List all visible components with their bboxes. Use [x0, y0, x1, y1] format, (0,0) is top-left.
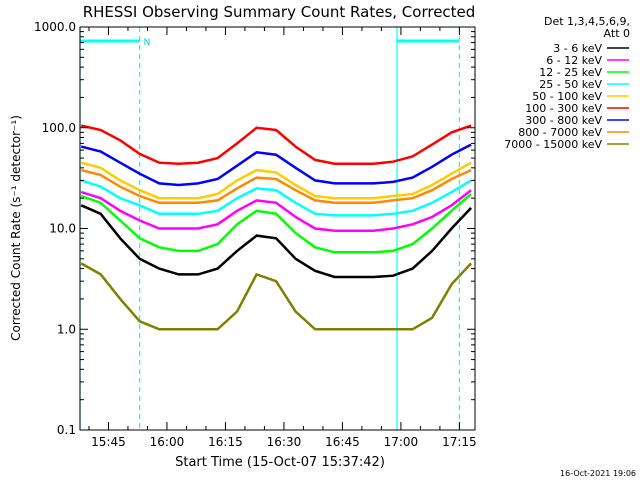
series-line [80, 189, 472, 232]
series-line [80, 204, 473, 279]
y-tick-label: 10.0 [49, 222, 76, 236]
series-line [80, 168, 472, 205]
legend-label: 12 - 25 keV [539, 66, 602, 79]
night-marker-label: N [144, 38, 151, 48]
x-tick-label: 15:45 [91, 435, 126, 449]
series-line [80, 262, 473, 331]
series-line [80, 143, 472, 187]
series-layer [80, 124, 473, 331]
x-tick-label: 17:00 [384, 435, 419, 449]
footer-timestamp: 16-Oct-2021 19:06 [560, 469, 636, 478]
legend-header-line-1: Det 1,3,4,5,6,9, [544, 15, 630, 28]
y-tick-label: 1000.0 [34, 20, 76, 34]
axis-ticks: 0.1 1.0 10.0 100.0 1000.0 15:45 16:00 16:15 16:3… [34, 20, 477, 449]
legend-header-line-2: Att 0 [604, 27, 630, 40]
chart-title: RHESSI Observing Summary Count Rates, Co… [83, 3, 476, 21]
x-axis-label: Start Time (15-Oct-07 15:37:42) [175, 455, 385, 470]
legend-label: 100 - 300 keV [525, 102, 602, 115]
series-line [80, 124, 472, 165]
x-tick-label: 17:15 [442, 435, 477, 449]
legend-label: 50 - 100 keV [532, 90, 602, 103]
legend-label: 3 - 6 keV [553, 42, 602, 55]
legend-label: 6 - 12 keV [546, 54, 602, 67]
series-line [80, 161, 472, 200]
night-interval-layer: N [79, 27, 461, 430]
y-tick-label: 0.1 [57, 423, 76, 437]
x-tick-label: 16:00 [150, 435, 185, 449]
legend-label: 7000 - 15000 keV [504, 138, 602, 151]
legend-label: 25 - 50 keV [539, 78, 602, 91]
series-line [80, 193, 472, 254]
legend-label: 800 - 7000 keV [518, 126, 602, 139]
y-tick-label: 100.0 [42, 121, 76, 135]
legend-label: 300 - 800 keV [525, 114, 602, 127]
series-line [80, 179, 472, 217]
y-axis-label: Corrected Count Rate (s⁻¹ detector⁻¹) [9, 115, 23, 341]
x-tick-label: 16:30 [267, 435, 302, 449]
x-tick-label: 16:15 [208, 435, 243, 449]
x-tick-label: 16:45 [325, 435, 360, 449]
y-tick-label: 1.0 [57, 322, 76, 336]
